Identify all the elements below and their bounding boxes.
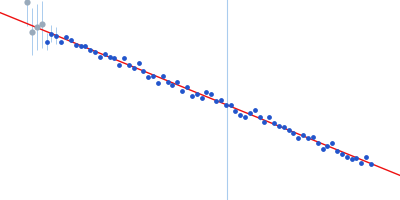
Point — [266, 115, 272, 118]
Point — [368, 163, 374, 166]
Point — [87, 48, 93, 52]
Point — [63, 35, 69, 38]
Point — [242, 116, 248, 119]
Point — [300, 133, 306, 136]
Point — [329, 141, 335, 145]
Point — [290, 131, 297, 135]
Point — [160, 74, 166, 78]
Point — [179, 90, 185, 93]
Point — [53, 34, 60, 37]
Point — [106, 55, 113, 58]
Point — [102, 52, 108, 55]
Point — [213, 100, 219, 103]
Point — [24, 0, 30, 4]
Point — [121, 57, 127, 60]
Point — [247, 112, 253, 115]
Point — [344, 155, 350, 159]
Point — [77, 44, 84, 47]
Point — [286, 129, 292, 132]
Point — [68, 38, 74, 41]
Point — [324, 145, 330, 148]
Point — [82, 44, 88, 48]
Point — [189, 95, 195, 98]
Point — [72, 44, 79, 47]
Point — [276, 124, 282, 127]
Point — [261, 120, 268, 123]
Point — [334, 149, 340, 152]
Point — [111, 57, 118, 60]
Point — [164, 80, 171, 84]
Point — [135, 62, 142, 65]
Point — [319, 148, 326, 151]
Point — [174, 80, 180, 83]
Point — [38, 23, 45, 26]
Point — [44, 40, 50, 43]
Point — [155, 82, 161, 85]
Point — [116, 64, 122, 67]
Point — [252, 108, 258, 112]
Point — [348, 157, 355, 160]
Point — [358, 161, 364, 165]
Point — [92, 50, 98, 54]
Point — [271, 122, 277, 125]
Point — [58, 41, 64, 44]
Point — [97, 56, 103, 59]
Point — [237, 114, 244, 117]
Point — [184, 86, 190, 89]
Point — [150, 74, 156, 78]
Point — [256, 116, 263, 119]
Point — [169, 83, 176, 86]
Point — [227, 103, 234, 106]
Point — [232, 109, 238, 112]
Point — [218, 99, 224, 102]
Point — [208, 92, 214, 95]
Point — [48, 32, 55, 35]
Point — [314, 141, 321, 145]
Point — [130, 67, 137, 70]
Point — [363, 156, 369, 159]
Point — [140, 70, 147, 73]
Point — [34, 26, 40, 29]
Point — [339, 153, 345, 156]
Point — [305, 137, 311, 140]
Point — [126, 63, 132, 66]
Point — [222, 103, 229, 107]
Point — [198, 96, 205, 100]
Point — [295, 136, 302, 140]
Point — [29, 30, 35, 33]
Point — [203, 91, 210, 94]
Point — [310, 135, 316, 138]
Point — [353, 157, 360, 160]
Point — [145, 75, 152, 79]
Point — [194, 93, 200, 96]
Point — [280, 126, 287, 129]
